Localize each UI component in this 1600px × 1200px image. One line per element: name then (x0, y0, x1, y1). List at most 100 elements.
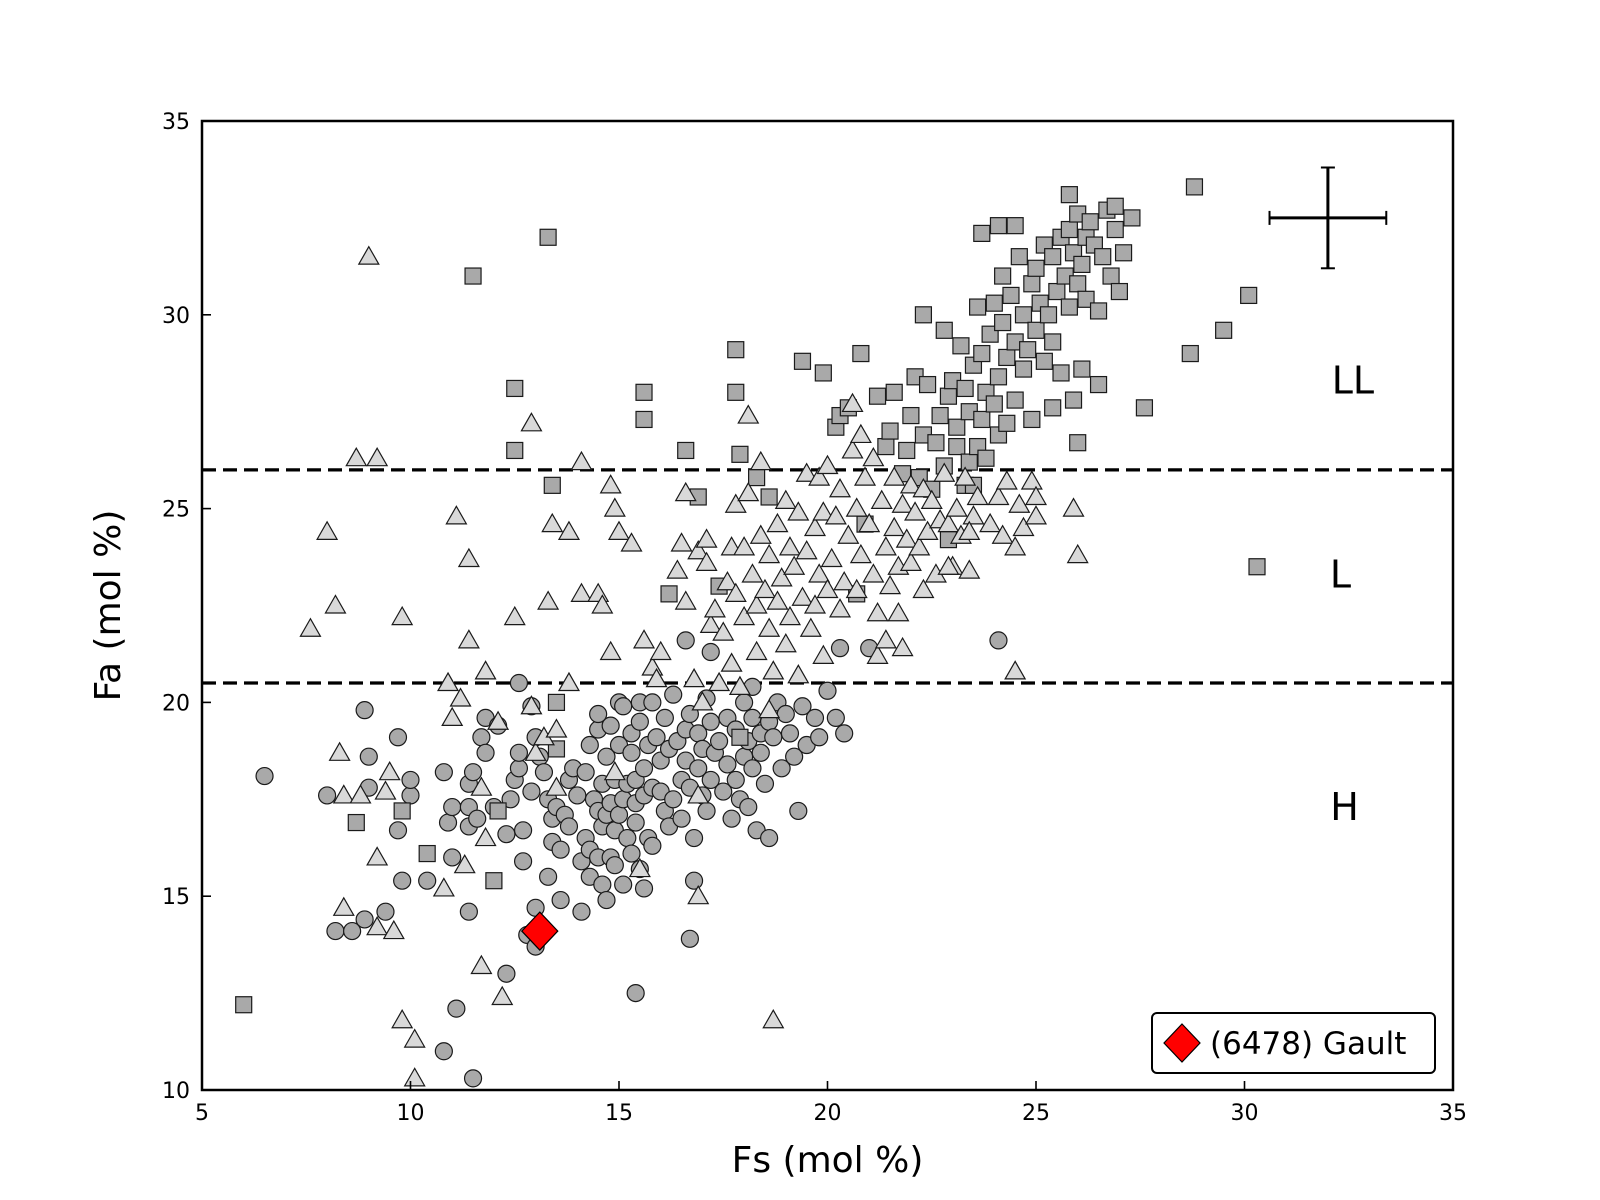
y-axis-ticks: 10 15 20 25 30 35 (162, 110, 211, 1104)
square-point (727, 341, 745, 359)
triangle-point (991, 524, 1014, 544)
circle-point (513, 821, 533, 840)
circle-point (401, 786, 420, 805)
triangle-point (541, 512, 564, 533)
triangle-point (778, 536, 802, 556)
triangle-point (449, 687, 472, 707)
square-point (731, 445, 749, 463)
square-point (489, 802, 507, 820)
circle-point (726, 770, 745, 790)
triangle-point (587, 582, 610, 602)
zone-boundaries (202, 468, 1453, 685)
triangle-point (862, 563, 885, 583)
circle-point (776, 704, 795, 724)
triangle-point (766, 590, 789, 610)
triangle-point (866, 644, 889, 664)
circle-point (722, 809, 741, 828)
square-point (539, 228, 557, 246)
triangle-point (474, 826, 497, 847)
triangle-point (703, 598, 726, 618)
triangle-point (808, 466, 831, 486)
triangle-point (1004, 660, 1027, 680)
square-point (1240, 286, 1258, 305)
circle-point (497, 964, 516, 983)
circle-point (597, 890, 616, 910)
triangle-point (1004, 536, 1027, 556)
square-point (1123, 209, 1141, 227)
triangle-point (645, 667, 668, 688)
triangle-point (432, 877, 455, 897)
triangle-point (816, 454, 839, 475)
circle-point (393, 871, 412, 890)
circle-point (701, 712, 720, 731)
triangle-point (324, 594, 347, 614)
square-point (914, 306, 933, 324)
circle-point (772, 759, 791, 778)
circle-point (318, 786, 337, 805)
circle-point (255, 766, 274, 786)
y-tick-label: 10 (162, 1079, 190, 1104)
x-tick-label: 10 (397, 1101, 425, 1126)
legend: (6478) Gault (1151, 1012, 1436, 1074)
triangle-point (745, 594, 768, 614)
triangle-point (908, 536, 931, 556)
triangle-point (441, 706, 464, 727)
circle-point (605, 856, 624, 875)
square-point (1106, 220, 1124, 239)
gault-highlight (520, 911, 559, 951)
circle-point (355, 910, 374, 929)
circle-point (434, 763, 453, 782)
circle-point (664, 685, 683, 704)
triangle-point (741, 563, 764, 583)
triangle-point (591, 594, 614, 614)
triangle-point (724, 582, 747, 602)
square-point (748, 468, 766, 487)
triangle-point (887, 602, 910, 622)
x-axis-ticks: 5 10 15 20 25 30 35 (195, 1081, 1467, 1126)
triangle-point (628, 857, 651, 878)
triangle-point (724, 493, 747, 513)
square-point (1102, 267, 1120, 285)
triangle-point (758, 698, 781, 719)
triangle-point (699, 613, 722, 633)
square-point (547, 693, 566, 712)
x-tick-label: 25 (1022, 1101, 1050, 1126)
circle-point (388, 728, 408, 747)
square-point (985, 395, 1003, 413)
square-point (885, 383, 903, 401)
triangle-point (874, 629, 897, 649)
triangle-point (328, 741, 351, 761)
triangle-point (749, 524, 772, 544)
circle-point (835, 724, 854, 743)
circle-point (513, 852, 533, 871)
square-point (506, 379, 524, 398)
circle-point (697, 801, 716, 821)
triangle-point (470, 776, 493, 796)
triangle-point (795, 462, 818, 482)
triangle-point (712, 621, 735, 641)
triangle-point (912, 478, 935, 498)
triangle-point (987, 485, 1010, 506)
triangle-point (1024, 505, 1048, 525)
circle-point (509, 743, 529, 762)
circle-point (701, 642, 720, 662)
square-point (877, 437, 895, 456)
triangle-point (820, 547, 843, 568)
triangle-point (557, 520, 580, 540)
circle-point (622, 844, 641, 863)
circle-point (684, 871, 704, 890)
triangle-point (737, 481, 760, 502)
circle-point (760, 828, 779, 848)
square-point (1023, 410, 1041, 429)
square-point (347, 813, 365, 832)
triangle-point (853, 466, 877, 486)
triangle-point (1020, 470, 1043, 490)
triangle-point (862, 447, 885, 467)
zone-label-l: L (1330, 552, 1351, 596)
triangle-point (1008, 493, 1031, 513)
x-tick-label: 30 (1231, 1101, 1259, 1126)
square-point (1023, 275, 1041, 293)
triangle-point (791, 586, 814, 606)
circle-point (643, 836, 662, 855)
square-point (1248, 558, 1266, 576)
